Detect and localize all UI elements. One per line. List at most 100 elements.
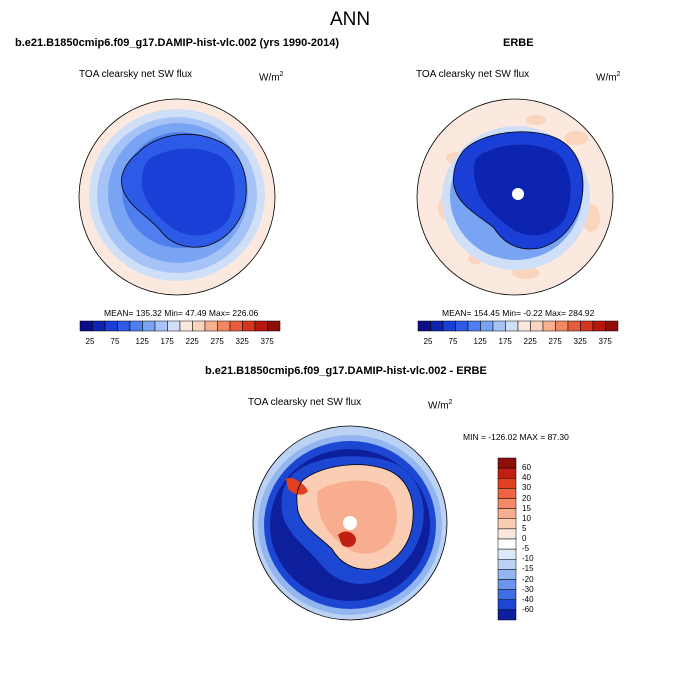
diff-variable-label: TOA clearsky net SW flux <box>248 397 362 408</box>
model-colorbar-swatch <box>192 320 206 332</box>
obs-colorbar-swatch <box>567 320 581 332</box>
diff-colorbar-swatch <box>497 609 517 621</box>
obs-colorbar-swatch <box>492 320 506 332</box>
model-colorbar-swatch <box>79 320 93 332</box>
diff-colorbar-tick-label: 20 <box>522 493 531 503</box>
diff-colorbar-tick-label: 15 <box>522 503 531 513</box>
diff-colorbar <box>497 457 517 621</box>
diff-colorbar-tick-label: -5 <box>522 544 530 554</box>
obs-colorbar <box>417 320 619 332</box>
model-colorbar-tick-label: 375 <box>260 337 274 346</box>
diff-colorbar-swatch <box>497 548 517 560</box>
obs-colorbar-swatch <box>455 320 469 332</box>
diff-colorbar-swatch <box>497 498 517 509</box>
model-colorbar-swatch <box>229 320 243 332</box>
model-colorbar-swatch <box>104 320 118 332</box>
diff-polar-map <box>252 425 448 621</box>
obs-colorbar-tick-label: 75 <box>448 337 458 346</box>
diff-colorbar-swatch <box>497 599 517 611</box>
obs-colorbar-swatch <box>467 320 481 332</box>
obs-colorbar-swatch <box>517 320 531 332</box>
obs-colorbar-swatch <box>542 320 556 332</box>
diff-units-label: W/m2 <box>428 399 453 412</box>
obs-variable-label: TOA clearsky net SW flux <box>416 69 530 80</box>
diff-colorbar-swatch <box>497 467 517 479</box>
obs-polar-map <box>416 98 614 296</box>
obs-colorbar-tick-label: 175 <box>498 337 512 346</box>
obs-colorbar-swatch <box>505 320 519 332</box>
diff-colorbar-swatch <box>497 488 517 499</box>
diff-colorbar-swatch <box>497 508 517 519</box>
model-colorbar <box>79 320 281 332</box>
model-colorbar-swatch <box>167 320 181 332</box>
model-colorbar-swatch <box>179 320 193 332</box>
model-polar-map <box>78 98 276 296</box>
diff-colorbar-swatch <box>497 579 517 590</box>
model-colorbar-tick-label: 325 <box>235 337 249 346</box>
model-colorbar-tick-label: 25 <box>85 337 95 346</box>
diff-colorbar-tick-label: 30 <box>522 483 531 493</box>
obs-colorbar-tick-label: 25 <box>423 337 433 346</box>
model-colorbar-swatch <box>154 320 168 332</box>
diff-colorbar-tick-label: 60 <box>522 463 531 473</box>
diff-colorbar-swatch <box>497 457 517 469</box>
diff-colorbar-tick-label: -15 <box>522 564 534 574</box>
model-colorbar-tick-label: 75 <box>110 337 120 346</box>
model-colorbar-tick-label: 125 <box>135 337 149 346</box>
model-coastline <box>121 133 247 248</box>
obs-colorbar-swatch <box>605 320 619 332</box>
obs-colorbar-tick-label: 125 <box>473 337 487 346</box>
model-colorbar-swatch <box>254 320 268 332</box>
diff-colorbar-swatch <box>497 589 517 600</box>
model-colorbar-tick-label: 175 <box>160 337 174 346</box>
obs-colorbar-tick-label: 375 <box>598 337 612 346</box>
diff-colorbar-swatch <box>497 538 517 550</box>
diff-coastline <box>296 464 414 570</box>
obs-colorbar-swatch <box>442 320 456 332</box>
model-colorbar-swatch <box>117 320 131 332</box>
obs-coastline <box>453 131 584 250</box>
diff-colorbar-tick-label: -30 <box>522 584 534 594</box>
diff-colorbar-tick-label: -40 <box>522 594 534 604</box>
obs-units-label: W/m2 <box>596 71 621 84</box>
obs-colorbar-swatch <box>530 320 544 332</box>
diff-stats: MIN = -126.02 MAX = 87.30 <box>463 432 569 442</box>
obs-colorbar-tick-label: 275 <box>548 337 562 346</box>
obs-stats: MEAN= 154.45 Min= -0.22 Max= 284.92 <box>442 308 595 318</box>
diff-colorbar-swatch <box>497 569 517 580</box>
obs-colorbar-swatch <box>555 320 569 332</box>
model-colorbar-swatch <box>204 320 218 332</box>
diff-colorbar-tick-label: -20 <box>522 574 534 584</box>
diff-colorbar-swatch <box>497 478 517 489</box>
diff-colorbar-swatch <box>497 559 517 570</box>
model-units-label: W/m2 <box>259 71 284 84</box>
obs-colorbar-swatch <box>417 320 431 332</box>
diff-colorbar-tick-label: 40 <box>522 473 531 483</box>
model-colorbar-swatch <box>129 320 143 332</box>
model-colorbar-tick-label: 275 <box>210 337 224 346</box>
model-colorbar-swatch <box>242 320 256 332</box>
diff-panel-header: b.e21.B1850cmip6.f09_g17.DAMIP-hist-vlc.… <box>205 365 487 377</box>
obs-colorbar-tick-label: 225 <box>523 337 537 346</box>
diff-colorbar-tick-label: 5 <box>522 523 527 533</box>
obs-panel-header: ERBE <box>503 37 534 49</box>
model-colorbar-swatch <box>217 320 231 332</box>
model-colorbar-swatch <box>267 320 281 332</box>
figure-title: ANN <box>330 9 371 30</box>
obs-colorbar-tick-label: 325 <box>573 337 587 346</box>
obs-colorbar-swatch <box>592 320 606 332</box>
model-stats: MEAN= 135.32 Min= 47.49 Max= 226.06 <box>104 308 259 318</box>
diff-colorbar-tick-label: 0 <box>522 534 527 543</box>
diff-colorbar-tick-label: -10 <box>522 554 534 564</box>
model-variable-label: TOA clearsky net SW flux <box>79 69 193 80</box>
diff-colorbar-swatch <box>497 518 517 530</box>
diff-colorbar-tick-label: 10 <box>522 513 531 523</box>
diff-colorbar-swatch <box>497 528 517 540</box>
obs-colorbar-swatch <box>430 320 444 332</box>
obs-colorbar-swatch <box>580 320 594 332</box>
model-colorbar-swatch <box>92 320 106 332</box>
model-colorbar-tick-label: 225 <box>185 337 199 346</box>
model-panel-header: b.e21.B1850cmip6.f09_g17.DAMIP-hist-vlc.… <box>15 37 340 49</box>
obs-colorbar-swatch <box>480 320 494 332</box>
model-colorbar-swatch <box>142 320 156 332</box>
